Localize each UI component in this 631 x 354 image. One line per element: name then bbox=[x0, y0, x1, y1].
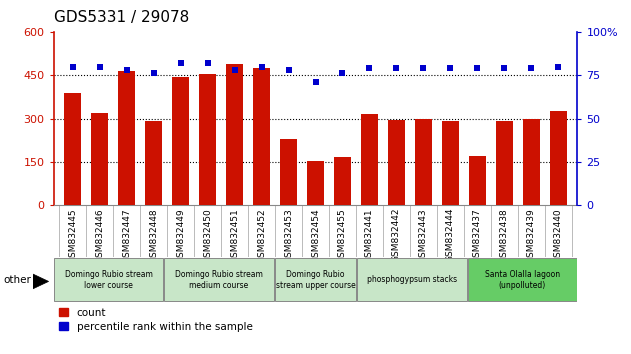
Bar bbox=[442, 121, 459, 205]
Text: GSM832452: GSM832452 bbox=[257, 208, 266, 263]
Text: GSM832443: GSM832443 bbox=[419, 208, 428, 263]
Point bbox=[365, 65, 375, 71]
Point bbox=[203, 60, 213, 66]
Text: GSM832441: GSM832441 bbox=[365, 208, 374, 263]
Bar bbox=[145, 121, 162, 205]
Bar bbox=[91, 113, 108, 205]
Bar bbox=[119, 72, 134, 205]
Bar bbox=[64, 93, 81, 205]
Bar bbox=[415, 119, 432, 205]
Point bbox=[148, 71, 158, 76]
Text: GDS5331 / 29078: GDS5331 / 29078 bbox=[54, 10, 189, 25]
Text: GSM832449: GSM832449 bbox=[176, 208, 185, 263]
Bar bbox=[389, 120, 404, 205]
Legend: count, percentile rank within the sample: count, percentile rank within the sample bbox=[59, 308, 252, 332]
FancyBboxPatch shape bbox=[357, 258, 466, 301]
Point bbox=[95, 64, 105, 69]
Point bbox=[553, 64, 563, 69]
Text: GSM832455: GSM832455 bbox=[338, 208, 347, 263]
Text: Domingo Rubio stream
lower course: Domingo Rubio stream lower course bbox=[65, 270, 153, 290]
Text: Domingo Rubio
stream upper course: Domingo Rubio stream upper course bbox=[276, 270, 355, 290]
Bar bbox=[334, 157, 351, 205]
Bar bbox=[307, 160, 324, 205]
Text: GSM832446: GSM832446 bbox=[95, 208, 104, 263]
Text: GSM832437: GSM832437 bbox=[473, 208, 482, 263]
Point bbox=[445, 65, 456, 71]
Text: GSM832454: GSM832454 bbox=[311, 208, 320, 263]
Text: Santa Olalla lagoon
(unpolluted): Santa Olalla lagoon (unpolluted) bbox=[485, 270, 560, 290]
FancyBboxPatch shape bbox=[468, 258, 577, 301]
Point bbox=[283, 67, 293, 73]
Bar bbox=[172, 77, 189, 205]
Text: other: other bbox=[3, 275, 31, 285]
Bar bbox=[550, 112, 567, 205]
Point bbox=[122, 67, 132, 73]
Text: GSM832450: GSM832450 bbox=[203, 208, 212, 263]
Point bbox=[526, 65, 536, 71]
Text: GSM832448: GSM832448 bbox=[149, 208, 158, 263]
FancyBboxPatch shape bbox=[165, 258, 274, 301]
Text: GSM832447: GSM832447 bbox=[122, 208, 131, 263]
Bar bbox=[254, 68, 269, 205]
Point bbox=[418, 65, 428, 71]
Text: GSM832451: GSM832451 bbox=[230, 208, 239, 263]
FancyBboxPatch shape bbox=[54, 258, 163, 301]
Point bbox=[391, 65, 401, 71]
Bar bbox=[362, 114, 377, 205]
Text: Domingo Rubio stream
medium course: Domingo Rubio stream medium course bbox=[175, 270, 263, 290]
Point bbox=[473, 65, 483, 71]
Text: GSM832440: GSM832440 bbox=[554, 208, 563, 263]
Bar bbox=[497, 121, 512, 205]
Point bbox=[499, 65, 509, 71]
Polygon shape bbox=[33, 274, 49, 289]
Text: GSM832444: GSM832444 bbox=[446, 208, 455, 262]
Text: GSM832442: GSM832442 bbox=[392, 208, 401, 262]
Point bbox=[175, 60, 186, 66]
Bar bbox=[227, 64, 242, 205]
Bar bbox=[469, 156, 486, 205]
Point bbox=[338, 71, 348, 76]
Bar bbox=[523, 119, 540, 205]
Text: phosphogypsum stacks: phosphogypsum stacks bbox=[367, 275, 457, 284]
FancyBboxPatch shape bbox=[274, 258, 357, 301]
Point bbox=[230, 67, 240, 73]
Point bbox=[68, 64, 78, 69]
Bar bbox=[199, 74, 216, 205]
Text: GSM832445: GSM832445 bbox=[68, 208, 77, 263]
Point bbox=[256, 64, 266, 69]
Text: GSM832438: GSM832438 bbox=[500, 208, 509, 263]
Point bbox=[310, 79, 321, 85]
Text: GSM832439: GSM832439 bbox=[527, 208, 536, 263]
Text: GSM832453: GSM832453 bbox=[284, 208, 293, 263]
Bar bbox=[280, 139, 297, 205]
